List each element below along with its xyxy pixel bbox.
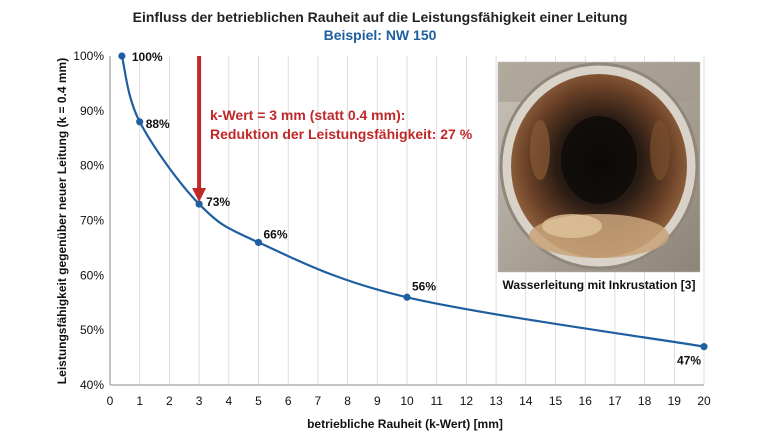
x-tick-label-8: 8 (344, 394, 351, 408)
annotation: k-Wert = 3 mm (statt 0.4 mm): Reduktion … (192, 56, 473, 203)
y-tick-label-70: 70% (80, 214, 104, 228)
annotation-arrow-head (192, 188, 207, 203)
y-axis-label: Leistungsfähigkeit gegenüber neuer Leitu… (55, 58, 69, 384)
data-point-0.4 (118, 52, 126, 60)
y-tick-label-40: 40% (80, 378, 104, 392)
data-label-3: 73% (206, 195, 230, 209)
annotation-line-1: k-Wert = 3 mm (statt 0.4 mm): (210, 107, 405, 123)
x-tick-label-1: 1 (136, 394, 143, 408)
x-tick-label-0: 0 (107, 394, 114, 408)
data-labels: 100% 88% 73% 66% 56% 47% (132, 50, 701, 368)
data-label-5: 66% (264, 227, 288, 241)
y-tick-label-50: 50% (80, 323, 104, 337)
x-axis-label: betriebliche Rauheit (k-Wert) [mm] (307, 417, 503, 431)
y-tick-label-80: 80% (80, 159, 104, 173)
data-point-1 (136, 118, 144, 126)
data-label-10: 56% (412, 279, 436, 293)
data-point-10 (403, 293, 411, 301)
axes (109, 56, 704, 386)
photo-caption: Wasserleitung mit Inkrustation [3] (503, 278, 696, 292)
data-label-0.4: 100% (132, 50, 163, 64)
data-label-1: 88% (146, 117, 170, 131)
y-axis-ticks: 40% 50% 60% 70% 80% 90% 100% (73, 49, 104, 392)
x-tick-label-17: 17 (608, 394, 622, 408)
y-tick-label-60: 60% (80, 268, 104, 282)
x-tick-label-3: 3 (196, 394, 203, 408)
x-tick-label-13: 13 (489, 394, 503, 408)
x-tick-label-20: 20 (697, 394, 711, 408)
x-tick-label-15: 15 (549, 394, 563, 408)
x-tick-label-11: 11 (430, 394, 443, 408)
annotation-line-2: Reduktion der Leistungsfähigkeit: 27 % (210, 126, 473, 142)
x-tick-label-5: 5 (255, 394, 262, 408)
y-tick-label-90: 90% (80, 104, 104, 118)
data-points (118, 52, 708, 351)
chart-subtitle: Beispiel: NW 150 (324, 27, 437, 43)
x-tick-label-16: 16 (579, 394, 593, 408)
y-tick-label-100: 100% (73, 49, 104, 63)
data-label-20: 47% (677, 354, 701, 368)
data-point-5 (254, 238, 263, 247)
x-tick-label-18: 18 (638, 394, 652, 408)
x-axis-ticks: 0 1 2 3 4 5 6 7 8 9 10 11 12 13 14 15 16 17 18 19 20 (107, 394, 711, 408)
x-tick-label-12: 12 (460, 394, 474, 408)
chart-title: Einfluss der betrieblichen Rauheit auf d… (133, 9, 628, 25)
pipe-photo (497, 61, 701, 273)
data-point-20 (700, 343, 708, 351)
x-tick-label-7: 7 (315, 394, 322, 408)
x-tick-label-6: 6 (285, 394, 292, 408)
data-point-3 (195, 200, 203, 208)
x-tick-label-4: 4 (225, 394, 232, 408)
x-tick-label-19: 19 (668, 394, 682, 408)
x-tick-label-14: 14 (519, 394, 533, 408)
x-tick-label-2: 2 (166, 394, 173, 408)
x-tick-label-9: 9 (374, 394, 381, 408)
x-tick-label-10: 10 (400, 394, 414, 408)
